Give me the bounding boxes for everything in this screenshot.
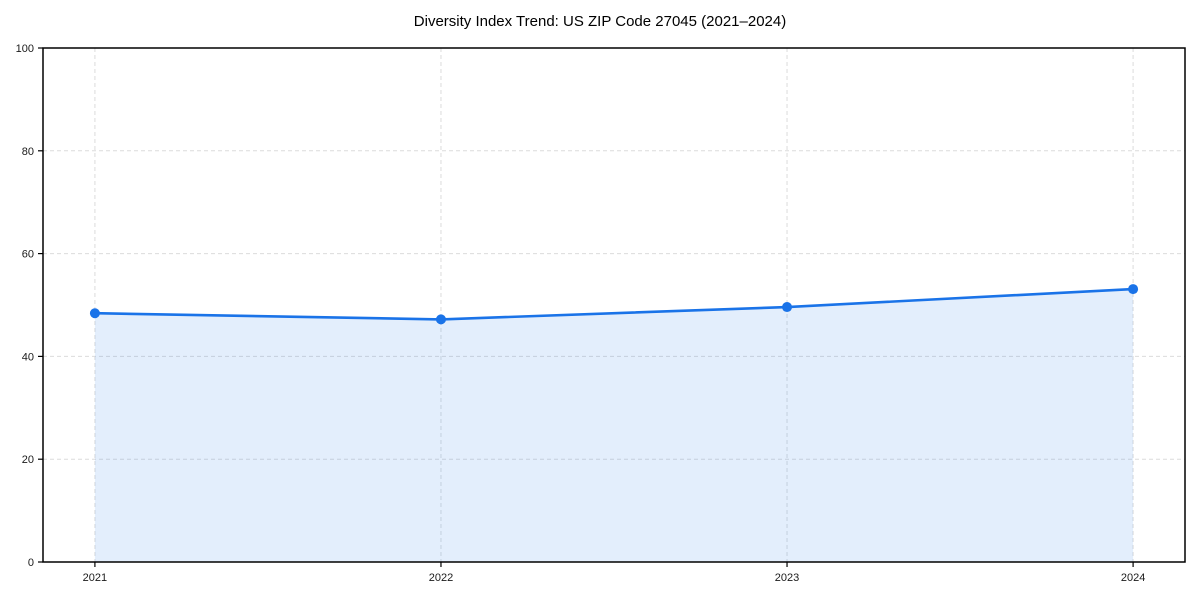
trend-line <box>93 287 1135 321</box>
y-axis-tick-label: 80 <box>22 146 34 158</box>
area-fill <box>94 289 1134 562</box>
x-axis-tick-label: 2024 <box>1121 572 1145 584</box>
x-axis-tick-label: 2023 <box>775 572 799 584</box>
y-axis-tick-label: 0 <box>28 557 34 569</box>
data-point-marker <box>435 314 446 325</box>
y-axis-tick-label: 60 <box>22 249 34 261</box>
data-point-marker <box>782 302 793 313</box>
data-point-marker <box>1128 284 1139 295</box>
x-axis-tick-label: 2022 <box>429 572 453 584</box>
data-point-marker <box>89 308 100 319</box>
chart-title: Diversity Index Trend: US ZIP Code 27045… <box>413 13 787 30</box>
y-axis-tick-label: 100 <box>16 43 34 55</box>
y-axis-tick-label: 40 <box>22 351 34 363</box>
y-axis-tick-label: 20 <box>22 454 34 466</box>
x-axis-tick-label: 2021 <box>83 572 107 584</box>
plot-border <box>42 47 1186 563</box>
